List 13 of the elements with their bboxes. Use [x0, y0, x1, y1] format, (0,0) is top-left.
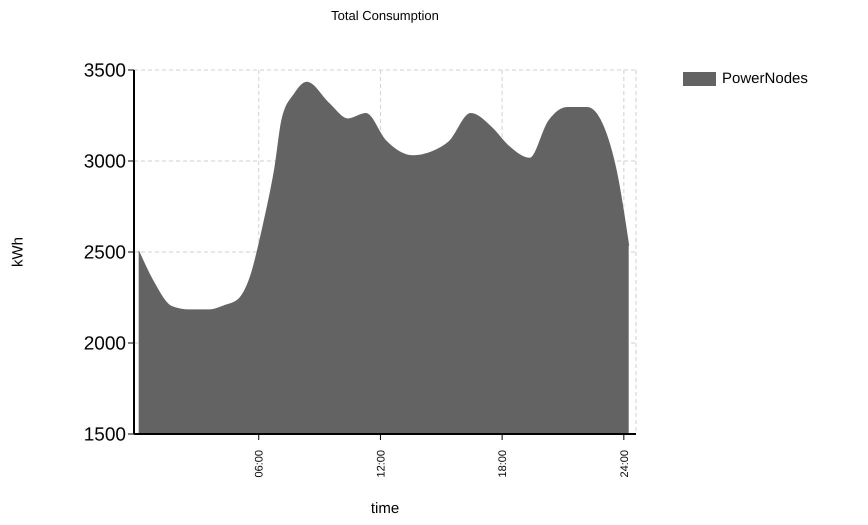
y-tick-label: 1500: [84, 424, 126, 446]
chart-title: Total Consumption: [330, 8, 440, 23]
x-tick-label: 06:00: [254, 450, 266, 478]
x-tick-label: 18:00: [497, 450, 510, 478]
y-axis-title: kWh: [10, 237, 26, 267]
y-tick-label: 2000: [84, 334, 126, 355]
x-axis-title: time: [370, 500, 400, 517]
y-tick-label: 3500: [84, 60, 126, 82]
x-tick-label: 12:00: [375, 450, 388, 478]
y-tick-label: 3000: [84, 152, 126, 173]
legend-label: PowerNodes: [722, 70, 808, 87]
y-tick-label: 2500: [84, 242, 126, 264]
x-tick-label: 24:00: [618, 450, 631, 478]
